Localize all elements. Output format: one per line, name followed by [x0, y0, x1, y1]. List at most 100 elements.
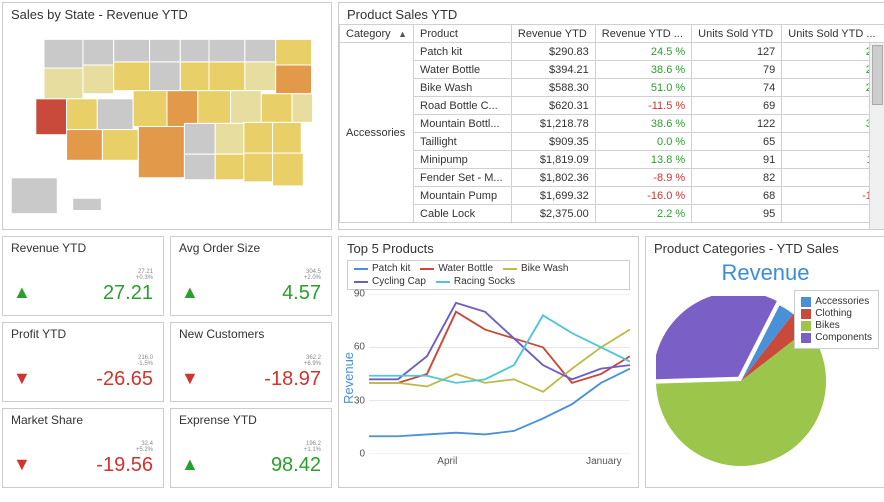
- legend-item[interactable]: Racing Socks: [436, 276, 515, 287]
- xtick-label: April: [437, 454, 457, 467]
- kpi-card[interactable]: Avg Order Size304.5+2.0%▲4.57: [170, 236, 332, 316]
- table-cell: 122: [692, 115, 782, 133]
- legend-item[interactable]: Cycling Cap: [354, 276, 426, 287]
- table-col-header[interactable]: Revenue YTD ...: [595, 25, 691, 43]
- legend-swatch-icon: [801, 333, 811, 343]
- us-map-svg: [3, 24, 331, 229]
- table-cell: $394.21: [511, 61, 595, 79]
- table-cell: $2,375.00: [511, 205, 595, 223]
- kpi-card[interactable]: Market Share32.4+5.2%▼-19.56: [2, 408, 164, 488]
- pie-legend-label: Clothing: [815, 308, 852, 319]
- table-cell: $620.31: [511, 97, 595, 115]
- kpi-sub: 216.0-1.5%: [137, 355, 153, 367]
- kpi-title: Market Share: [11, 413, 155, 427]
- legend-label: Cycling Cap: [372, 276, 426, 287]
- xtick-label: January: [586, 454, 622, 467]
- top5-svg: [369, 294, 630, 454]
- kpi-value: 98.42: [271, 454, 321, 477]
- table-cell: Mountain Pump: [414, 187, 512, 205]
- table-row[interactable]: Taillight$909.350.0 %650: [340, 133, 884, 151]
- kpi-sub: 304.5+2.0%: [304, 269, 321, 281]
- table-row[interactable]: Road Bottle C...$620.31-11.5 %69-9: [340, 97, 884, 115]
- table-row[interactable]: Bike Wash$588.3051.0 %7425: [340, 79, 884, 97]
- legend-item[interactable]: Patch kit: [354, 263, 410, 274]
- product-table-panel: Product Sales YTD Category▲ProductRevenu…: [338, 2, 884, 230]
- table-cell: Bike Wash: [414, 79, 512, 97]
- pie-legend-item[interactable]: Components: [801, 332, 872, 343]
- kpi-value: 4.57: [282, 282, 321, 305]
- table-cell: -16.0 %: [595, 187, 691, 205]
- ytick-label: 30: [354, 395, 369, 406]
- table-cell: 91: [692, 151, 782, 169]
- kpi-card[interactable]: New Customers362.2+6.9%▼-18.97: [170, 322, 332, 402]
- table-col-header[interactable]: Units Sold YTD ...: [782, 25, 884, 43]
- pie-legend-item[interactable]: Clothing: [801, 308, 872, 319]
- table-cell: Water Bottle: [414, 61, 512, 79]
- table-cell: $1,802.36: [511, 169, 595, 187]
- legend-item[interactable]: Water Bottle: [420, 263, 493, 274]
- kpi-title: Revenue YTD: [11, 241, 155, 255]
- legend-label: Racing Socks: [454, 276, 515, 287]
- kpi-sub: 196.2+1.1%: [304, 441, 321, 453]
- pie-legend-label: Bikes: [815, 320, 839, 331]
- table-col-header[interactable]: Units Sold YTD: [692, 25, 782, 43]
- arrow-down-icon: ▼: [13, 454, 31, 475]
- table-col-header[interactable]: Product: [414, 25, 512, 43]
- us-map[interactable]: [3, 24, 331, 224]
- legend-item[interactable]: Bike Wash: [503, 263, 568, 274]
- legend-label: Bike Wash: [521, 263, 568, 274]
- table-cell: $1,699.32: [511, 187, 595, 205]
- product-table[interactable]: Category▲ProductRevenue YTDRevenue YTD .…: [339, 24, 884, 223]
- top5-chart[interactable]: 0306090AprilJanuary: [369, 294, 630, 454]
- pie-legend-item[interactable]: Bikes: [801, 320, 872, 331]
- table-cell: Minipump: [414, 151, 512, 169]
- table-scrollbar[interactable]: [869, 43, 884, 229]
- legend-swatch-icon: [436, 281, 450, 283]
- table-row[interactable]: Cable Lock$2,375.002.2 %952: [340, 205, 884, 223]
- kpi-card[interactable]: Exprense YTD196.2+1.1%▲98.42: [170, 408, 332, 488]
- pie-legend-label: Accessories: [815, 296, 869, 307]
- table-cell: 127: [692, 43, 782, 61]
- table-cell: 51.0 %: [595, 79, 691, 97]
- table-cell: $290.83: [511, 43, 595, 61]
- table-row[interactable]: Fender Set - M...$1,802.36-8.9 %82-8: [340, 169, 884, 187]
- table-cell: 74: [692, 79, 782, 97]
- table-row[interactable]: AccessoriesPatch kit$290.8324.5 %12725: [340, 43, 884, 61]
- legend-label: Patch kit: [372, 263, 410, 274]
- kpi-title: New Customers: [179, 327, 323, 341]
- table-row[interactable]: Water Bottle$394.2138.6 %7922: [340, 61, 884, 79]
- table-row[interactable]: Minipump$1,819.0913.8 %9111: [340, 151, 884, 169]
- table-row[interactable]: Mountain Bottl...$1,218.7838.6 %12234: [340, 115, 884, 133]
- table-cell: 24.5 %: [595, 43, 691, 61]
- map-panel: Sales by State - Revenue YTD: [2, 2, 332, 230]
- legend-swatch-icon: [354, 268, 368, 270]
- table-cell: 82: [692, 169, 782, 187]
- table-cell: 65: [692, 133, 782, 151]
- legend-swatch-icon: [801, 309, 811, 319]
- sort-asc-icon: ▲: [398, 29, 407, 39]
- table-row[interactable]: Mountain Pump$1,699.32-16.0 %68-13: [340, 187, 884, 205]
- table-cell: $909.35: [511, 133, 595, 151]
- pie-title: Product Categories - YTD Sales: [646, 237, 884, 258]
- top5-title: Top 5 Products: [339, 237, 638, 258]
- category-cell: Accessories: [340, 43, 414, 223]
- ytick-label: 60: [354, 342, 369, 353]
- table-cell: $1,218.78: [511, 115, 595, 133]
- table-col-header[interactable]: Revenue YTD: [511, 25, 595, 43]
- arrow-down-icon: ▼: [13, 368, 31, 389]
- legend-swatch-icon: [503, 268, 517, 270]
- kpi-card[interactable]: Profit YTD216.0-1.5%▼-26.65: [2, 322, 164, 402]
- kpi-card[interactable]: Revenue YTD27.21+0.3%▲27.21: [2, 236, 164, 316]
- table-title: Product Sales YTD: [339, 3, 884, 24]
- kpi-title: Profit YTD: [11, 327, 155, 341]
- arrow-down-icon: ▼: [181, 368, 199, 389]
- table-cell: 79: [692, 61, 782, 79]
- top5-chart-panel: Top 5 Products Patch kit Water Bottle Bike…: [338, 236, 639, 488]
- table-cell: 95: [692, 205, 782, 223]
- scrollbar-thumb[interactable]: [872, 45, 883, 105]
- legend-label: Water Bottle: [438, 263, 493, 274]
- table-col-header[interactable]: Category▲: [340, 25, 414, 43]
- table-cell: Road Bottle C...: [414, 97, 512, 115]
- pie-legend-item[interactable]: Accessories: [801, 296, 872, 307]
- table-cell: Fender Set - M...: [414, 169, 512, 187]
